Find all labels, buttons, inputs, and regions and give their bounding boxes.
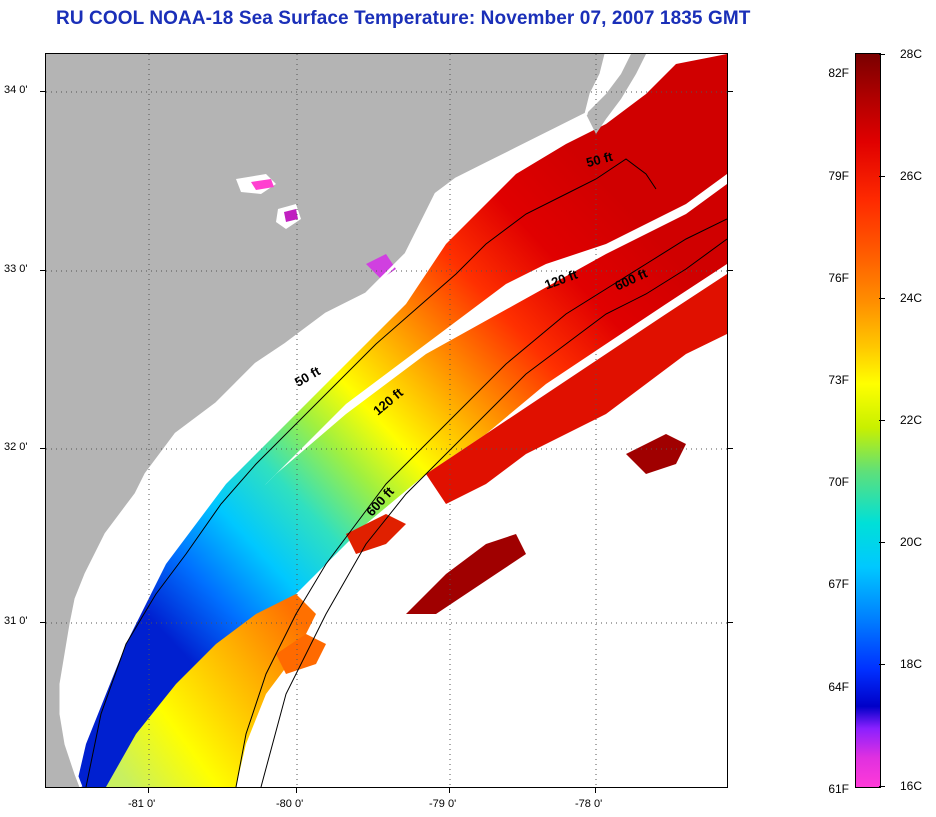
lat-tick (727, 622, 733, 623)
colorbar-f-label: 70F (828, 475, 849, 489)
colorbar-tick (879, 664, 885, 665)
lon-label-81: -81 0' (128, 798, 156, 810)
lat-tick (727, 91, 733, 92)
lon-label-79: -79 0' (429, 798, 457, 810)
lon-tick (296, 787, 297, 793)
colorbar-f-label: 61F (828, 782, 849, 796)
lat-label-34: 34 0' (4, 84, 28, 96)
colorbar-tick (879, 54, 885, 55)
colorbar-tick (879, 786, 885, 787)
lat-label-32: 32 0' (4, 441, 28, 453)
colorbar-tick (879, 542, 885, 543)
lon-tick (148, 787, 149, 793)
lat-tick (40, 622, 46, 623)
lat-tick (40, 448, 46, 449)
lon-label-80: -80 0' (276, 798, 304, 810)
lat-label-33: 33 0' (4, 263, 28, 275)
colorbar-c-label: 26C (900, 169, 923, 183)
lat-tick (727, 270, 733, 271)
sst-map-image (46, 54, 727, 787)
lat-label-31: 31 0' (4, 615, 28, 627)
lon-tick (595, 787, 596, 793)
temperature-colorbar (855, 53, 881, 788)
colorbar-c-label: 28C (900, 47, 923, 61)
colorbar-tick (879, 420, 885, 421)
colorbar-c-label: 16C (900, 779, 923, 793)
lon-label-78: -78 0' (575, 798, 603, 810)
lat-tick (40, 91, 46, 92)
colorbar-c-label: 24C (900, 291, 923, 305)
sst-map: 50 ft 50 ft 120 ft 120 ft 600 ft 600 ft (45, 53, 728, 788)
colorbar-f-label: 73F (828, 373, 849, 387)
colorbar-c-label: 20C (900, 535, 923, 549)
lon-tick (449, 787, 450, 793)
colorbar-f-label: 79F (828, 169, 849, 183)
colorbar-c-label: 18C (900, 657, 923, 671)
lat-tick (40, 270, 46, 271)
lat-tick (727, 448, 733, 449)
colorbar-f-label: 64F (828, 680, 849, 694)
colorbar-f-label: 67F (828, 577, 849, 591)
colorbar-c-label: 22C (900, 413, 923, 427)
colorbar-tick (879, 298, 885, 299)
colorbar-f-label: 76F (828, 271, 849, 285)
colorbar-tick (879, 176, 885, 177)
map-title: RU COOL NOAA-18 Sea Surface Temperature:… (56, 8, 751, 29)
colorbar-f-label: 82F (828, 66, 849, 80)
